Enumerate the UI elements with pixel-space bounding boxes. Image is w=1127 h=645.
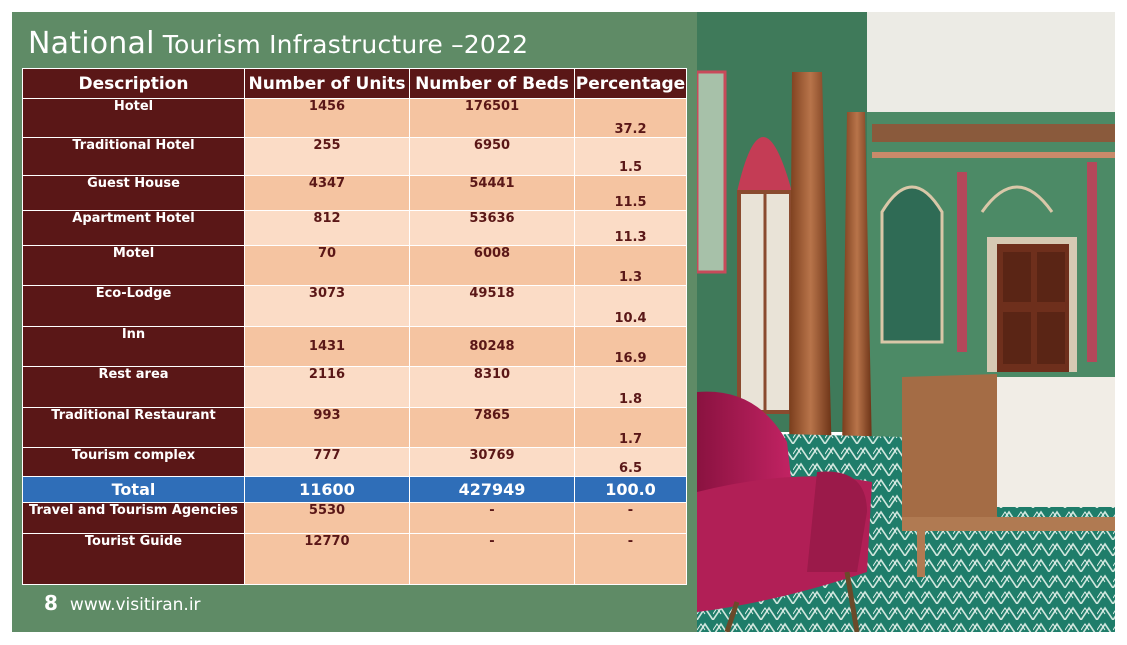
title-first-word: National [28,26,155,61]
row-description: Traditional Hotel [22,137,245,176]
row-percentage: 11.3 [574,210,687,246]
table-header-row: Description Number of Units Number of Be… [22,68,687,99]
row-description: Rest area [22,366,245,408]
table-row: Travel and Tourism Agencies 5530 - - [22,502,687,534]
table-row: Rest area 2116 8310 1.8 [22,366,687,408]
row-percentage: - [574,533,687,585]
row-beds: 6950 [409,137,575,176]
header-beds: Number of Beds [409,68,575,99]
table-row: Guest House 4347 54441 11.5 [22,175,687,211]
table-row: Traditional Hotel 255 6950 1.5 [22,137,687,176]
row-beds: 7865 [409,407,575,448]
row-units: 1456 [244,98,410,138]
row-description: Traditional Restaurant [22,407,245,448]
row-units: 5530 [244,502,410,534]
row-percentage: - [574,502,687,534]
row-beds: 6008 [409,245,575,286]
total-beds: 427949 [409,476,575,503]
header-description: Description [22,68,245,99]
total-units: 11600 [244,476,410,503]
row-percentage: 1.3 [574,245,687,286]
row-percentage: 16.9 [574,326,687,367]
row-percentage: 10.4 [574,285,687,327]
row-description: Hotel [22,98,245,138]
table-row: Traditional Restaurant 993 7865 1.7 [22,407,687,448]
header-units: Number of Units [244,68,410,99]
hotel-room-photo [697,12,1115,632]
row-beds: 176501 [409,98,575,138]
table-row: Apartment Hotel 812 53636 11.3 [22,210,687,246]
table-row: Eco-Lodge 3073 49518 10.4 [22,285,687,327]
row-percentage: 1.5 [574,137,687,176]
row-beds: 8310 [409,366,575,408]
row-units: 2116 [244,366,410,408]
row-description: Eco-Lodge [22,285,245,327]
row-beds: - [409,533,575,585]
row-percentage: 11.5 [574,175,687,211]
title-rest: Tourism Infrastructure –2022 [154,30,529,59]
row-beds: 54441 [409,175,575,211]
page-number: 8 [44,591,58,615]
row-units: 993 [244,407,410,448]
total-percentage: 100.0 [574,476,687,503]
row-beds: 49518 [409,285,575,327]
row-units: 812 [244,210,410,246]
row-description: Travel and Tourism Agencies [22,502,245,534]
website-link[interactable]: www.visitiran.ir [69,595,201,615]
row-percentage: 1.7 [574,407,687,448]
infrastructure-table: Description Number of Units Number of Be… [22,68,687,585]
row-percentage: 37.2 [574,98,687,138]
row-description: Tourism complex [22,447,245,477]
row-units: 12770 [244,533,410,585]
row-units: 3073 [244,285,410,327]
row-beds: 30769 [409,447,575,477]
row-description: Apartment Hotel [22,210,245,246]
table-row: Motel 70 6008 1.3 [22,245,687,286]
row-description: Motel [22,245,245,286]
table-row: Tourism complex 777 30769 6.5 [22,447,687,477]
row-description: Guest House [22,175,245,211]
row-units: 4347 [244,175,410,211]
content-panel: National Tourism Infrastructure –2022 De… [12,12,697,632]
row-description: Tourist Guide [22,533,245,585]
total-label: Total [22,476,245,503]
row-beds: 53636 [409,210,575,246]
row-description: Inn [22,326,245,367]
row-units: 255 [244,137,410,176]
row-percentage: 6.5 [574,447,687,477]
total-row: Total 11600 427949 100.0 [22,476,687,503]
table-row: Hotel 1456 176501 37.2 [22,98,687,138]
row-beds: - [409,502,575,534]
row-units: 70 [244,245,410,286]
row-units: 777 [244,447,410,477]
table-row: Tourist Guide 12770 - - [22,533,687,585]
row-units: 1431 [244,326,410,367]
row-beds: 80248 [409,326,575,367]
header-percentage: Percentage [574,68,687,99]
page-title: National Tourism Infrastructure –2022 [28,26,528,61]
page-footer: 8 www.visitiran.ir [44,591,201,615]
table-row: Inn 1431 80248 16.9 [22,326,687,367]
row-percentage: 1.8 [574,366,687,408]
hotel-room-illustration [697,12,1115,632]
